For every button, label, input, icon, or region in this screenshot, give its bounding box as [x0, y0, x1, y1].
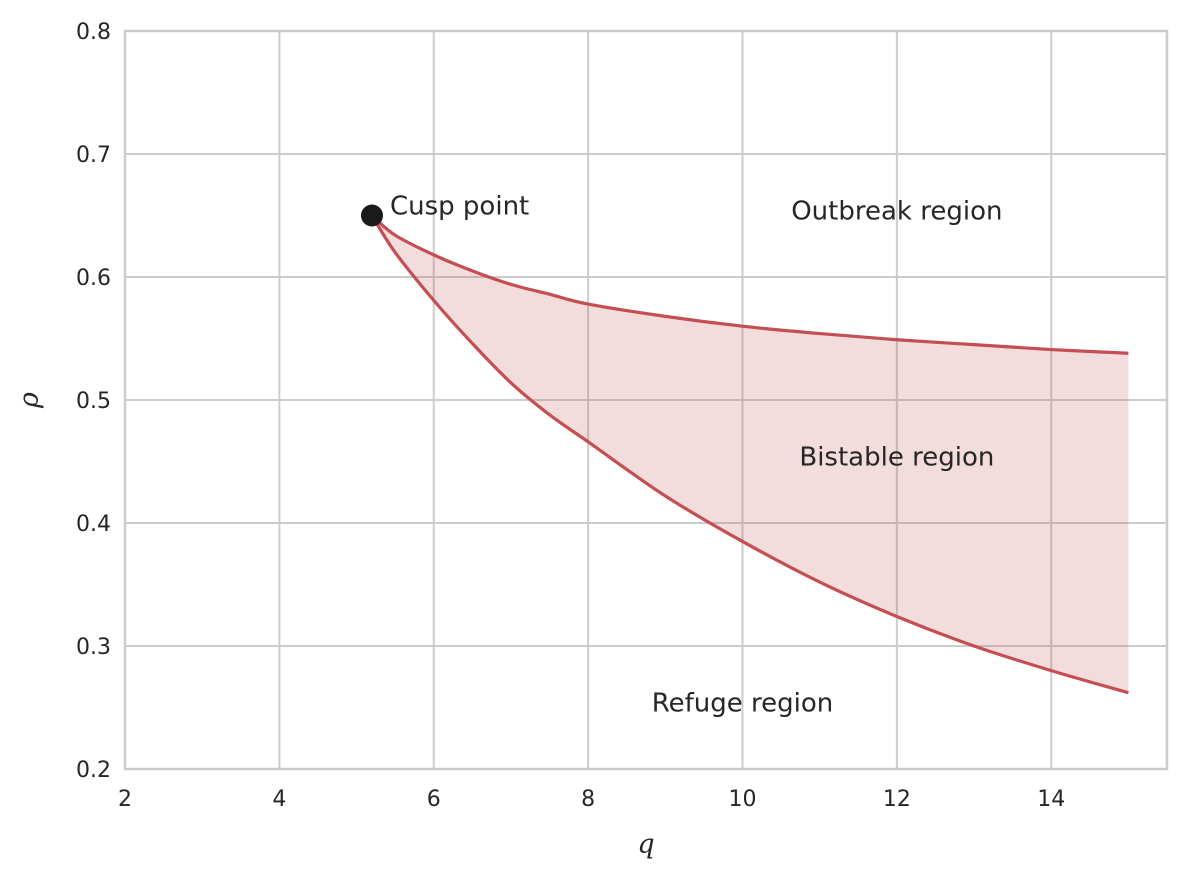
x-tick-label: 14: [1037, 787, 1065, 812]
x-tick-labels: 2 4 6 8 10 12 14: [118, 787, 1065, 812]
y-tick-label: 0.5: [76, 389, 111, 414]
y-tick-label: 0.7: [76, 143, 111, 168]
y-tick-label: 0.2: [76, 758, 111, 783]
plot-frame: [123, 29, 1169, 771]
x-tick-label: 4: [272, 787, 286, 812]
y-tick-label: 0.6: [76, 266, 111, 291]
x-tick-label: 12: [883, 787, 911, 812]
x-tick-label: 2: [118, 787, 132, 812]
cusp-point-marker: [360, 204, 383, 227]
upper-boundary-line: [370, 214, 1129, 355]
cusp-point-label: Cusp point: [390, 192, 529, 222]
y-tick-label: 0.8: [76, 20, 111, 45]
x-tick-label: 6: [427, 787, 441, 812]
x-tick-label: 10: [728, 787, 756, 812]
y-tick-label: 0.4: [76, 512, 111, 537]
region-label: Bistable region: [799, 443, 994, 473]
region-label: Outbreak region: [791, 197, 1002, 227]
y-tick-labels: 0.2 0.3 0.4 0.5 0.6 0.7 0.8: [76, 20, 111, 783]
y-axis-label: ρ: [14, 392, 45, 409]
region-annotations: Outbreak region Bistable region Refuge reg…: [652, 197, 1003, 719]
region-label: Refuge region: [652, 689, 834, 719]
x-axis-label: q: [637, 829, 654, 860]
lower-boundary-line: [370, 214, 1129, 695]
y-tick-label: 0.3: [76, 635, 111, 660]
bistable-fill-area: [371, 215, 1129, 693]
x-tick-label: 8: [581, 787, 595, 812]
